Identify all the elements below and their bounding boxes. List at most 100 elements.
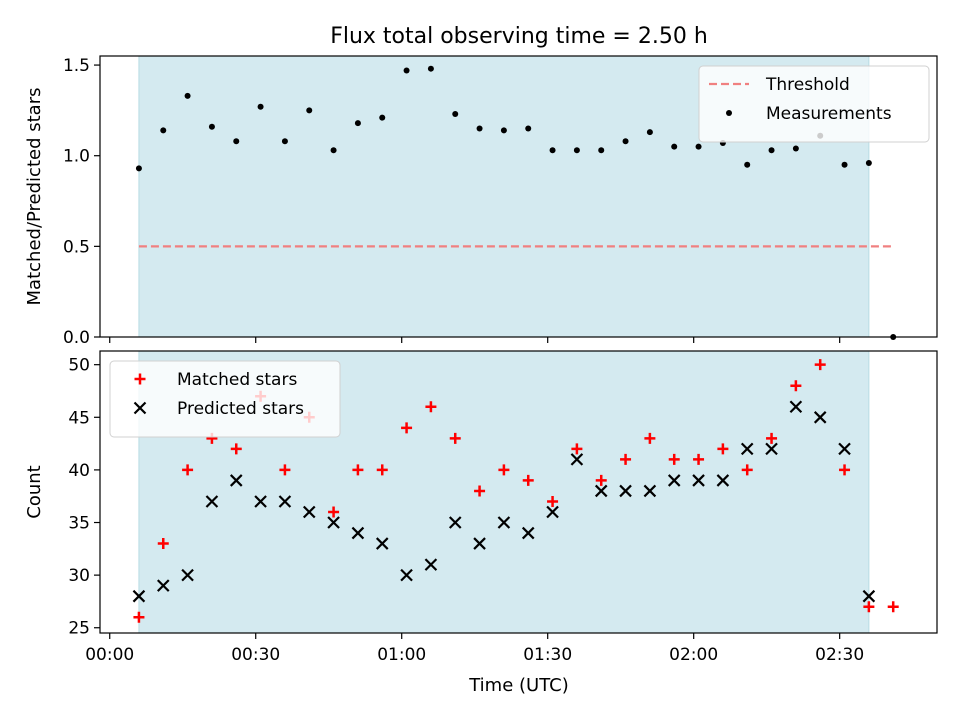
predicted-star-point xyxy=(838,442,851,456)
measurement-point xyxy=(646,129,653,136)
predicted-star-point xyxy=(740,442,754,456)
y-tick-label-top: 1.0 xyxy=(63,147,90,167)
predicted-star-point xyxy=(254,495,267,508)
axes-frame-top xyxy=(99,55,938,338)
predicted-star-point xyxy=(521,526,535,540)
matched-star-point xyxy=(863,601,875,613)
matched-star-point xyxy=(328,506,340,518)
matched-star-point xyxy=(887,601,899,613)
predicted-star-point xyxy=(789,400,803,414)
legend-label-bottom: Matched stars xyxy=(177,370,297,390)
measurement-point xyxy=(160,127,167,134)
x-tick-label: 02:30 xyxy=(815,645,864,665)
matched-star-point xyxy=(668,453,680,465)
predicted-star-point xyxy=(448,516,462,529)
y-tick-label-top: 1.5 xyxy=(63,56,90,76)
predicted-star-point xyxy=(351,526,365,540)
measurement-point xyxy=(865,159,872,166)
predicted-star-point xyxy=(546,505,559,519)
predicted-star-point xyxy=(302,505,316,519)
top-panel: 0.0 0.5 1.0 1.5 Matched/Predicted stars Thres… xyxy=(24,55,938,348)
measurement-point xyxy=(452,111,459,118)
y-tick-label-bottom: 30 xyxy=(68,566,90,586)
measurement-point xyxy=(695,143,702,150)
predicted-star-point xyxy=(497,516,511,529)
predicted-star-point xyxy=(156,579,170,592)
matched-star-point xyxy=(425,401,437,413)
y-tick-label-top: 0.5 xyxy=(63,237,90,257)
matched-star-point xyxy=(717,443,729,455)
matched-star-point xyxy=(498,464,510,476)
measurement-point xyxy=(403,67,410,74)
matched-star-point xyxy=(522,474,534,486)
legend-top: Threshold Measurements xyxy=(698,65,930,143)
measurement-point xyxy=(768,147,775,154)
matched-star-point xyxy=(644,432,656,444)
matched-star-point xyxy=(571,443,583,455)
measurement-point xyxy=(354,120,361,127)
measurement-point xyxy=(792,145,799,152)
y-tick-label-bottom: 45 xyxy=(68,408,90,428)
matched-star-point xyxy=(401,422,413,434)
legend-label-bottom: Predicted stars xyxy=(177,399,304,419)
predicted-star-point xyxy=(327,516,340,529)
y-tick-label-bottom: 35 xyxy=(68,514,90,534)
matched-star-point xyxy=(133,611,145,623)
matched-star-point xyxy=(547,495,559,507)
matched-star-point xyxy=(766,432,778,444)
measurement-point xyxy=(476,125,483,132)
matched-star-point xyxy=(352,464,364,476)
y-tick-label-top: 0.0 xyxy=(63,328,90,348)
predicted-star-point xyxy=(400,568,413,582)
matched-star-point xyxy=(449,432,461,444)
predicted-star-point xyxy=(205,495,219,508)
matched-star-point xyxy=(839,464,851,476)
predicted-star-point xyxy=(813,411,827,424)
measurement-point xyxy=(549,147,556,154)
predicted-star-point xyxy=(278,495,292,508)
measurement-point xyxy=(208,123,215,130)
predicted-star-point xyxy=(765,442,778,456)
measurement-point xyxy=(330,147,337,154)
matched-star-point xyxy=(741,464,753,476)
predicted-star-point xyxy=(570,453,584,466)
measurement-point xyxy=(622,138,629,145)
legend-label-top: Threshold xyxy=(765,75,850,95)
measurement-point xyxy=(257,103,264,110)
measurement-point xyxy=(281,138,288,145)
legend-measurement-swatch xyxy=(726,110,732,116)
legend-box-bottom xyxy=(109,360,341,438)
chart-title: Flux total observing time = 2.50 h xyxy=(330,24,708,49)
measurement-point xyxy=(500,127,507,134)
y-tick-label-bottom: 40 xyxy=(68,461,90,481)
x-tick-label: 02:00 xyxy=(669,645,718,665)
predicted-star-point xyxy=(667,474,681,487)
predicted-star-point xyxy=(594,484,608,498)
predicted-star-point xyxy=(473,537,486,550)
matched-star-point xyxy=(157,538,169,550)
y-tick-label-bottom: 50 xyxy=(68,356,90,376)
measurement-point xyxy=(135,165,142,172)
legend-box-top xyxy=(698,65,930,143)
measurement-point xyxy=(233,138,240,145)
matched-star-point xyxy=(474,485,486,497)
matched-star-point xyxy=(376,464,388,476)
legend-matched-swatch xyxy=(134,373,146,385)
matched-star-point xyxy=(230,443,242,455)
predicted-star-point xyxy=(643,484,657,498)
x-axis-label: Time (UTC) xyxy=(468,675,569,696)
measurement-point xyxy=(744,161,751,168)
measurement-point xyxy=(671,143,678,150)
predicted-star-point xyxy=(692,474,705,487)
measurement-point xyxy=(598,147,605,154)
matched-star-point xyxy=(595,474,607,486)
measurement-point xyxy=(379,114,386,121)
matched-star-point xyxy=(279,464,291,476)
predicted-star-point xyxy=(181,568,194,582)
measurement-point xyxy=(525,125,532,132)
x-tick-label: 00:00 xyxy=(85,645,134,665)
predicted-star-point xyxy=(716,474,730,487)
measurement-point xyxy=(841,161,848,168)
predicted-star-point xyxy=(375,537,389,550)
